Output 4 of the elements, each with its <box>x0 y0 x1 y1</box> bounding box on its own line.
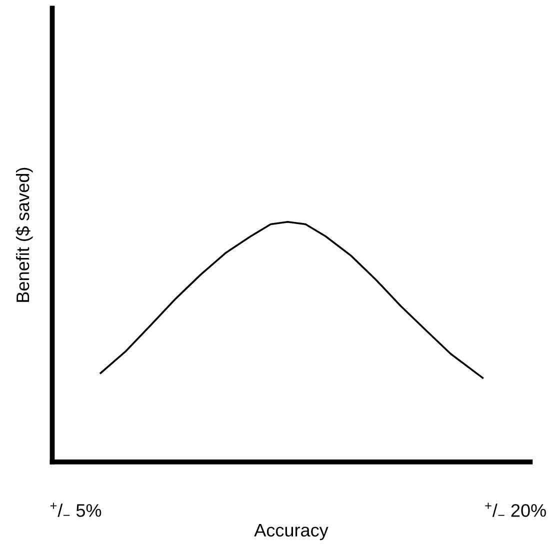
x-axis-title: Accuracy <box>254 524 328 540</box>
x-tick-label: $^{+}$/$_{−}$ 20% <box>485 502 546 517</box>
y-axis-title: Benefit ($ saved) <box>16 168 33 302</box>
x-tick-label: $^{+}$/$_{−}$ 5% <box>50 502 102 517</box>
